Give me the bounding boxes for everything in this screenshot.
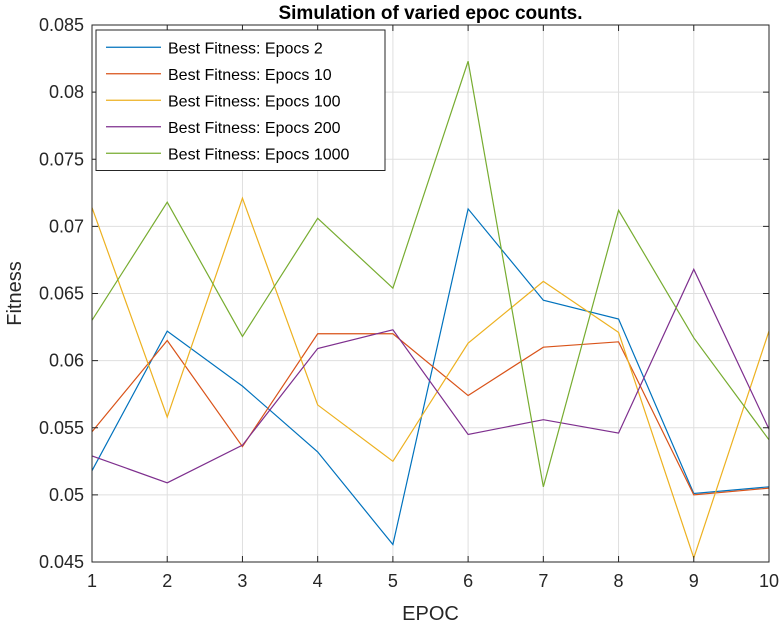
x-tick-label: 10: [759, 571, 779, 591]
legend-label: Best Fitness: Epocs 2: [168, 40, 323, 57]
x-tick-label: 9: [689, 571, 699, 591]
x-axis-title: EPOC: [402, 603, 459, 625]
x-tick-label: 2: [162, 571, 172, 591]
series-lines: [91, 61, 770, 560]
legend-label: Best Fitness: Epocs 10: [168, 67, 332, 84]
y-tick-label: 0.06: [49, 351, 84, 371]
y-tick-label: 0.07: [49, 216, 84, 236]
x-tick-label: 4: [313, 571, 323, 591]
y-tick-label: 0.045: [39, 552, 84, 572]
series-line-3: [91, 196, 770, 560]
series-line-4: [91, 267, 770, 484]
x-tick-label: 1: [87, 571, 97, 591]
y-tick-label: 0.085: [39, 15, 84, 35]
x-tick-label: 7: [538, 571, 548, 591]
y-tick-label: 0.065: [39, 284, 84, 304]
legend-label: Best Fitness: Epocs 200: [168, 120, 341, 137]
legend-label: Best Fitness: Epocs 1000: [168, 146, 350, 163]
legend-label: Best Fitness: Epocs 100: [168, 93, 341, 110]
axis-ticks: 1 2 3 4 5 6 7 8 9 10 0.045 0.05 0.055 0.06 0.065 0.07 0.…: [39, 15, 779, 591]
x-tick-label: 3: [237, 571, 247, 591]
x-tick-label: 8: [614, 571, 624, 591]
y-tick-label: 0.05: [49, 485, 84, 505]
y-tick-label: 0.08: [49, 82, 84, 102]
y-axis-title: Fitness: [4, 261, 26, 325]
series-line-1: [91, 207, 770, 546]
chart-title: Simulation of varied epoc counts.: [278, 3, 582, 24]
series-line-2: [91, 333, 770, 496]
x-tick-label: 5: [388, 571, 398, 591]
y-tick-label: 0.075: [39, 149, 84, 169]
series-line-5: [91, 61, 770, 487]
x-tick-label: 6: [463, 571, 473, 591]
y-tick-label: 0.055: [39, 418, 84, 438]
legend: Best Fitness: Epocs 2 Best Fitness: Epocs…: [95, 29, 386, 171]
